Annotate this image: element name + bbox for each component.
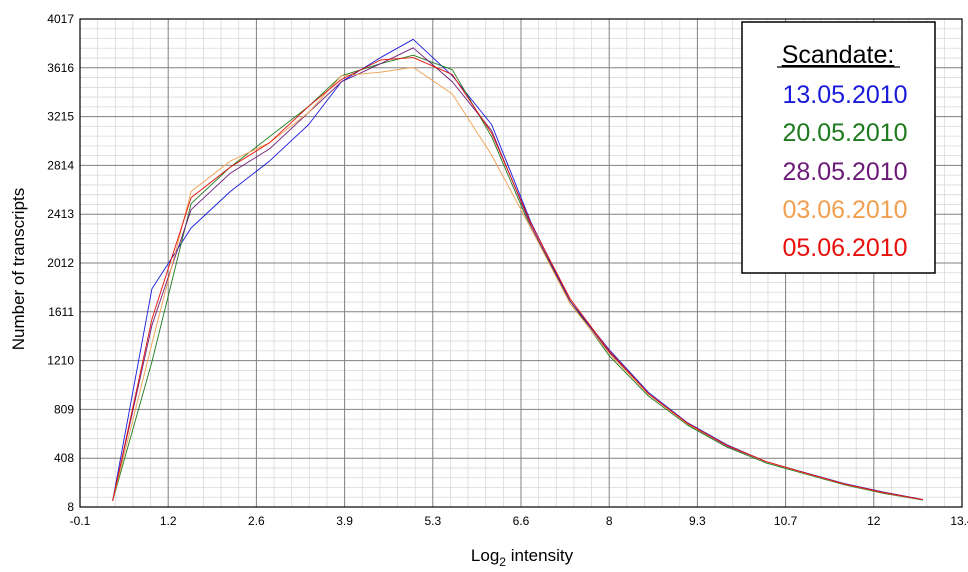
x-tick-label: 13.4 <box>950 514 968 528</box>
x-tick-label: 3.9 <box>336 514 353 528</box>
legend-title: Scandate: <box>782 41 895 69</box>
y-tick-label: 3616 <box>47 61 74 75</box>
x-tick-label: 5.3 <box>424 514 441 528</box>
y-tick-label: 4017 <box>47 12 74 26</box>
legend-box <box>741 21 936 274</box>
legend-entry: 28.05.2010 <box>782 158 907 186</box>
y-tick-label: 8 <box>67 500 74 514</box>
x-tick-label: 1.2 <box>160 514 177 528</box>
legend-entry: 05.06.2010 <box>782 234 907 262</box>
x-axis-title: Log2 intensity <box>471 546 574 569</box>
y-tick-label: 1210 <box>47 354 74 368</box>
series-lines <box>112 38 923 501</box>
y-tick-label: 2814 <box>47 158 74 172</box>
x-tick-label: 10.7 <box>774 514 798 528</box>
legend-entry: 13.05.2010 <box>782 81 907 109</box>
x-tick-label: 8 <box>606 514 613 528</box>
y-axis-title: Number of transcripts <box>9 188 28 351</box>
x-tick-label: 12 <box>867 514 881 528</box>
x-tick-labels: -0.1 1.2 2.6 3.9 5.3 6.6 8 9.3 10.7 12 13.4 <box>70 514 968 528</box>
y-tick-label: 809 <box>54 402 74 416</box>
y-tick-label: 2012 <box>47 256 74 270</box>
x-tick-label: 6.6 <box>513 514 530 528</box>
x-tick-label: 9.3 <box>689 514 706 528</box>
plot-frame <box>79 18 963 508</box>
y-tick-label: 2413 <box>47 207 74 221</box>
y-tick-label: 3215 <box>47 110 74 124</box>
y-tick-labels: 8 408 809 1210 1611 2012 2413 2814 3215 3616 4017 <box>47 12 74 514</box>
y-tick-label: 408 <box>54 451 74 465</box>
legend: Scandate: 13.05.2010 20.05.2010 28.05.20… <box>741 21 936 274</box>
legend-entry: 20.05.2010 <box>782 119 907 147</box>
x-tick-label: 2.6 <box>248 514 265 528</box>
legend-entry: 03.06.2010 <box>782 196 907 224</box>
x-tick-label: -0.1 <box>70 514 91 528</box>
y-tick-label: 1611 <box>48 305 74 319</box>
series-line-5 <box>112 57 923 501</box>
